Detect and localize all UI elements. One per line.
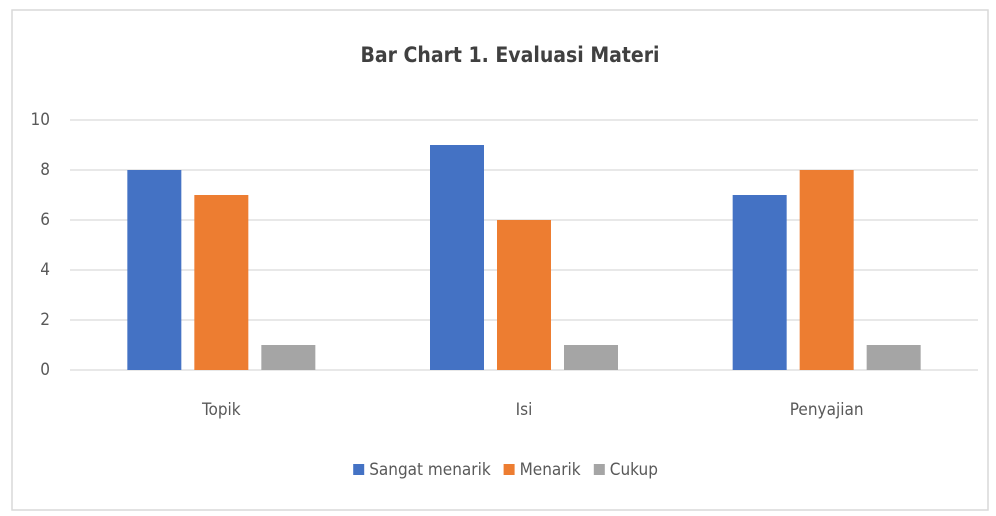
y-tick-label: 4 [40,260,50,280]
x-tick-label: Penyajian [790,400,864,420]
bar [564,345,618,370]
bar [430,145,484,370]
legend-label: Cukup [610,460,658,480]
legend-label: Menarik [520,460,581,480]
legend-label: Sangat menarik [369,460,491,480]
bar [261,345,316,370]
x-tick-label: Isi [516,400,533,420]
x-tick-label: Topik [201,400,241,420]
y-tick-label: 0 [40,360,50,380]
bar [732,195,787,370]
y-tick-label: 2 [40,310,50,330]
y-tick-label: 8 [40,160,50,180]
bar [497,220,551,370]
bar [194,195,249,370]
chart-title: Bar Chart 1. Evaluasi Materi [360,43,659,67]
legend-swatch [503,464,515,475]
bar [799,170,854,370]
bar [127,170,182,370]
legend-swatch [593,464,605,475]
bar [866,345,921,370]
y-tick-label: 10 [31,110,50,130]
legend-swatch [353,464,365,475]
y-tick-label: 6 [40,210,50,230]
